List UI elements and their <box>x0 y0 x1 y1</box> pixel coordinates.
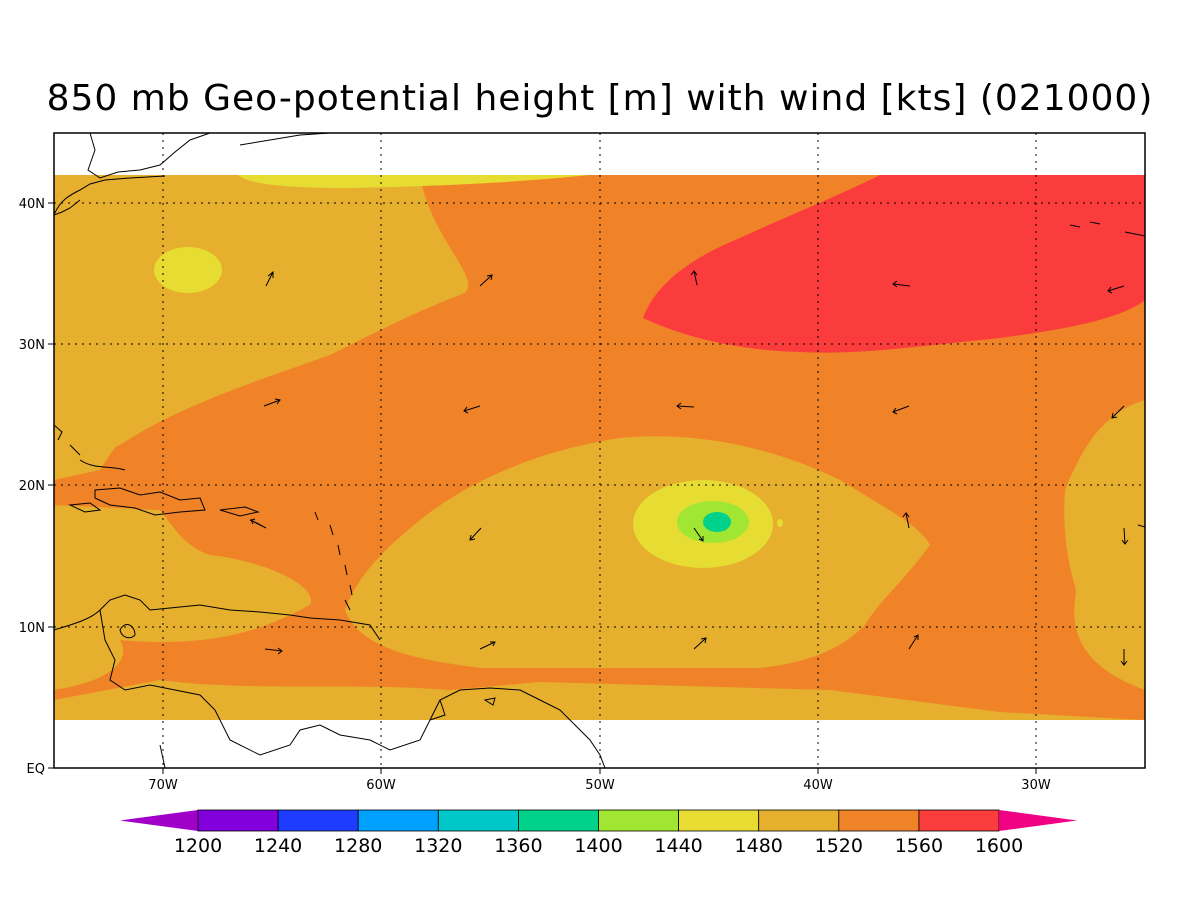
colorbar-box <box>437 809 519 832</box>
lat-labels: 40N 30N 20N 10N EQ <box>19 197 45 777</box>
colorbar-label: 1440 <box>654 835 702 857</box>
colorbar-label: 1400 <box>574 835 622 857</box>
wind-arrow <box>263 398 281 407</box>
field-1400-low <box>703 512 731 532</box>
colorbar-box <box>197 809 279 832</box>
wind-arrow <box>1111 405 1125 419</box>
field-1480-west <box>154 247 222 293</box>
wind-arrow <box>1107 285 1125 294</box>
colorbar-box <box>598 809 679 832</box>
colorbar-min-arrow <box>120 810 198 831</box>
colorbar-label: 1240 <box>254 835 302 857</box>
lat-label: 30N <box>19 338 45 353</box>
wind-arrow <box>690 270 698 286</box>
colorbar-label: 1520 <box>815 835 863 857</box>
wind-arrow <box>469 527 482 541</box>
lon-label: 60W <box>366 778 396 793</box>
colorbar-max-arrow <box>999 810 1077 831</box>
colorbar: 1200 1240 1280 1320 1360 1400 1440 1480 1520 1560… <box>120 809 1077 857</box>
lon-label: 70W <box>148 778 178 793</box>
colorbar-label: 1600 <box>975 835 1023 857</box>
wind-arrow <box>479 641 496 650</box>
colorbar-box <box>678 809 760 832</box>
wind-arrow <box>1121 527 1129 545</box>
wind-arrow <box>892 280 911 288</box>
wind-arrow <box>250 518 267 529</box>
wind-arrow <box>264 647 283 655</box>
wind-arrow <box>479 274 493 287</box>
wind-arrow <box>892 405 910 415</box>
map-title: 850 mb Geo-potential height [m] with win… <box>46 78 1154 119</box>
lat-label: 20N <box>19 479 45 494</box>
colorbar-label: 1200 <box>174 835 222 857</box>
colorbar-box <box>277 809 359 832</box>
lon-label: 50W <box>585 778 615 793</box>
colorbar-label: 1480 <box>735 835 783 857</box>
lat-label: EQ <box>27 762 45 777</box>
wind-arrow <box>265 270 274 287</box>
field-1480-speck <box>777 519 783 527</box>
wind-arrow <box>902 512 910 529</box>
field-1600 <box>643 175 1145 353</box>
colorbar-box <box>518 809 599 832</box>
lon-label: 40W <box>803 778 833 793</box>
lat-label: 40N <box>19 197 45 212</box>
colorbar-label: 1280 <box>334 835 382 857</box>
wind-arrow <box>693 637 707 650</box>
colorbar-label: 1320 <box>414 835 462 857</box>
coastlines <box>54 133 1145 768</box>
colorbar-label: 1360 <box>494 835 542 857</box>
field-1480-top <box>238 175 590 188</box>
lon-label: 30W <box>1021 778 1051 793</box>
lon-labels: 70W 60W 50W 40W 30W <box>148 778 1051 793</box>
colorbar-box <box>357 809 439 832</box>
lat-label: 10N <box>19 621 45 636</box>
wind-arrow <box>676 402 695 410</box>
field-1520-east <box>1067 400 1145 690</box>
wind-arrows <box>250 270 1129 666</box>
gridlines <box>54 133 1145 768</box>
wind-arrow <box>908 634 919 650</box>
wind-arrow <box>463 405 481 414</box>
colorbar-box <box>918 809 1000 832</box>
wind-arrow <box>1120 649 1128 666</box>
field-1520-south <box>345 436 930 668</box>
wind-arrow <box>693 527 704 542</box>
colorbar-box <box>838 809 920 832</box>
colorbar-box <box>758 809 840 832</box>
axis-ticks <box>48 202 1037 774</box>
colorbar-label: 1560 <box>895 835 943 857</box>
